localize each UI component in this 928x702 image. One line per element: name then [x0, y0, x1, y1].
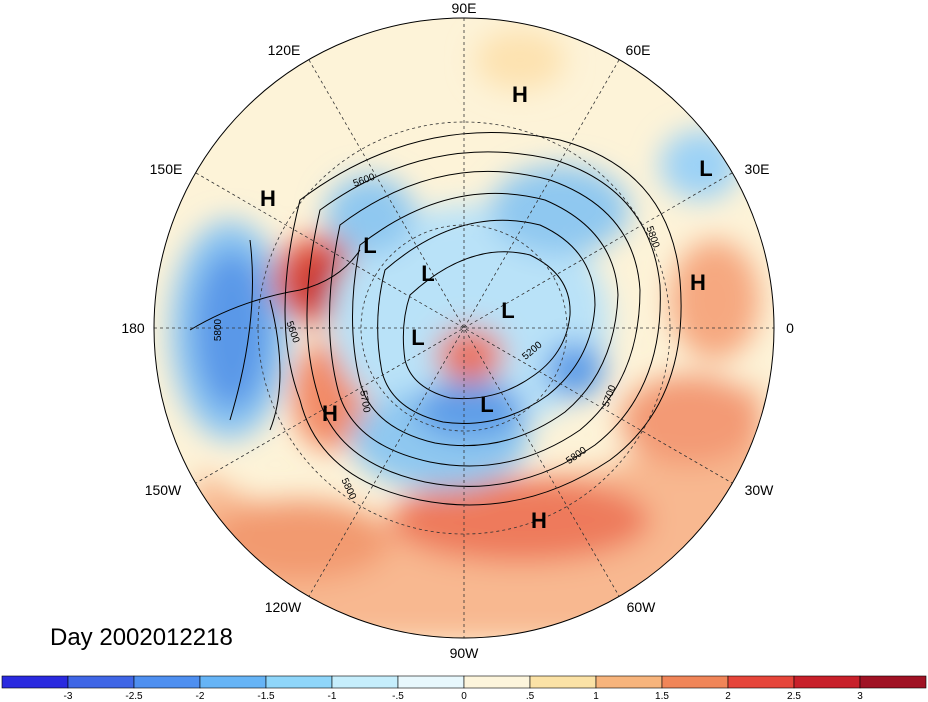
high-label: H	[260, 186, 276, 211]
colorbar-swatch	[1, 675, 69, 689]
lon-label-60e: 60E	[626, 42, 651, 58]
lon-label-120w: 120W	[265, 599, 302, 615]
contour-label: 5700	[357, 390, 372, 414]
pressure-system-labels: H L L H L L L L L H H H H	[260, 82, 713, 533]
high-label: H	[531, 508, 547, 533]
lon-label-30w: 30W	[745, 482, 775, 498]
contour-label: 5800	[213, 318, 224, 341]
contour-labels: 5600 5600 5800 5800 5700 5700 5800 5800 …	[213, 172, 661, 502]
lon-label-120e: 120E	[268, 42, 301, 58]
colorbar-swatch	[463, 675, 531, 689]
lon-label-60w: 60W	[627, 599, 657, 615]
lon-label-150w: 150W	[145, 482, 182, 498]
colorbar-swatch	[661, 675, 729, 689]
colorbar-tick-label: 0	[461, 691, 467, 702]
colorbar-tick-label: -1	[328, 691, 337, 702]
colorbar-swatch	[67, 675, 135, 689]
colorbar-tick-label: .5	[526, 691, 535, 702]
colorbar-swatch	[727, 675, 795, 689]
map-boundary	[153, 17, 775, 639]
graticule	[154, 18, 774, 638]
lon-label-150e: 150E	[150, 161, 183, 177]
colorbar: -3 -2.5 -2 -1.5 -1 -.5 0 .5 1 1.5 2 2.5 3	[1, 675, 927, 702]
colorbar-tick-label: 2.5	[787, 691, 801, 702]
lon-label-180: 180	[121, 320, 145, 336]
colorbar-swatch	[133, 675, 201, 689]
colorbar-tick-label: 3	[857, 691, 863, 702]
high-label: H	[512, 82, 528, 107]
day-label: Day 2002012218	[50, 624, 233, 651]
colorbar-swatch	[859, 675, 927, 689]
colorbar-tick-label: 1.5	[655, 691, 669, 702]
low-label: L	[363, 233, 376, 258]
low-label: L	[421, 261, 434, 286]
lon-label-90e: 90E	[452, 0, 477, 16]
high-label: H	[690, 270, 706, 295]
colorbar-swatch	[397, 675, 465, 689]
lon-label-0: 0	[786, 320, 794, 336]
colorbar-tick-label: 1	[593, 691, 599, 702]
colorbar-swatch	[595, 675, 663, 689]
colorbar-tick-label: -1.5	[257, 691, 275, 702]
low-label: L	[699, 156, 712, 181]
colorbar-tick-label: -2.5	[125, 691, 143, 702]
low-label: L	[411, 325, 424, 350]
height-contours	[189, 132, 682, 506]
colorbar-tick-label: 2	[725, 691, 731, 702]
lon-label-90w: 90W	[450, 645, 480, 661]
longitude-labels: 90E 60E 30E 0 30W 60W 90W 120W 150W 180 …	[121, 0, 794, 661]
colorbar-tick-label: -2	[196, 691, 205, 702]
colorbar-tick-label: -3	[64, 691, 73, 702]
anomaly-field	[154, 18, 774, 638]
colorbar-swatch	[529, 675, 597, 689]
colorbar-swatch	[199, 675, 267, 689]
colorbar-swatch	[793, 675, 861, 689]
colorbar-tick-label: -.5	[392, 691, 404, 702]
high-label: H	[322, 401, 338, 426]
colorbar-swatch	[331, 675, 399, 689]
low-label: L	[501, 298, 514, 323]
low-label: L	[480, 392, 493, 417]
colorbar-swatch	[265, 675, 333, 689]
lon-label-30e: 30E	[745, 161, 770, 177]
